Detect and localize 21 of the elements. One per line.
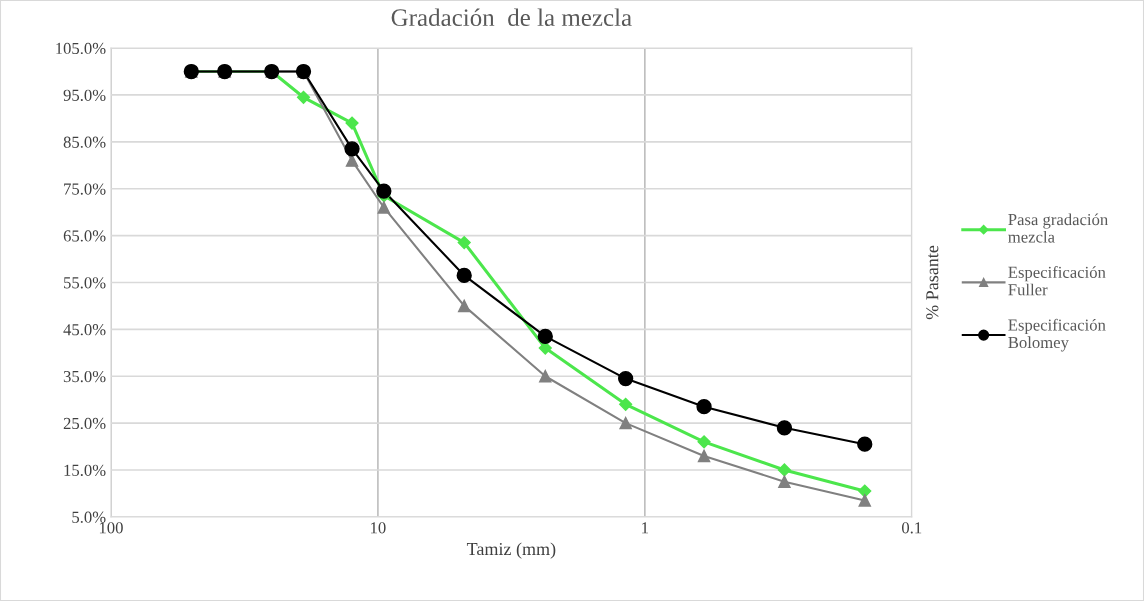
y-tick-label: 25.0% bbox=[63, 417, 106, 430]
y-axis-title: % Pasante bbox=[926, 245, 939, 320]
y-tick-label: 5.0% bbox=[72, 511, 106, 523]
y-tick-label: 35.0% bbox=[63, 370, 106, 383]
y-tick-label: 45.0% bbox=[63, 324, 106, 336]
legend-label: Pasa gradación mezcla bbox=[1008, 213, 1108, 243]
x-tick-label: 100 bbox=[99, 522, 123, 534]
y-tick-label: 95.0% bbox=[63, 89, 106, 101]
y-tick-label: 55.0% bbox=[64, 277, 106, 289]
legend-label: Especificación Bolomey bbox=[1008, 318, 1106, 352]
x-tick-label: 10 bbox=[371, 522, 386, 534]
chart-title: Gradación de la mezcla bbox=[391, 8, 632, 27]
y-tick-label: 65.0% bbox=[63, 230, 106, 242]
y-tick-label: 75.0% bbox=[64, 183, 106, 195]
x-tick-label: 1 bbox=[642, 522, 648, 534]
x-axis-title: Tamiz (mm) bbox=[466, 542, 556, 559]
legend-label: Especificación Fuller bbox=[1008, 266, 1106, 296]
x-tick-label: 0.1 bbox=[901, 522, 922, 534]
y-tick-label: 105.0% bbox=[56, 42, 106, 55]
y-tick-label: 85.0% bbox=[63, 136, 106, 148]
y-tick-label: 15.0% bbox=[64, 464, 106, 476]
